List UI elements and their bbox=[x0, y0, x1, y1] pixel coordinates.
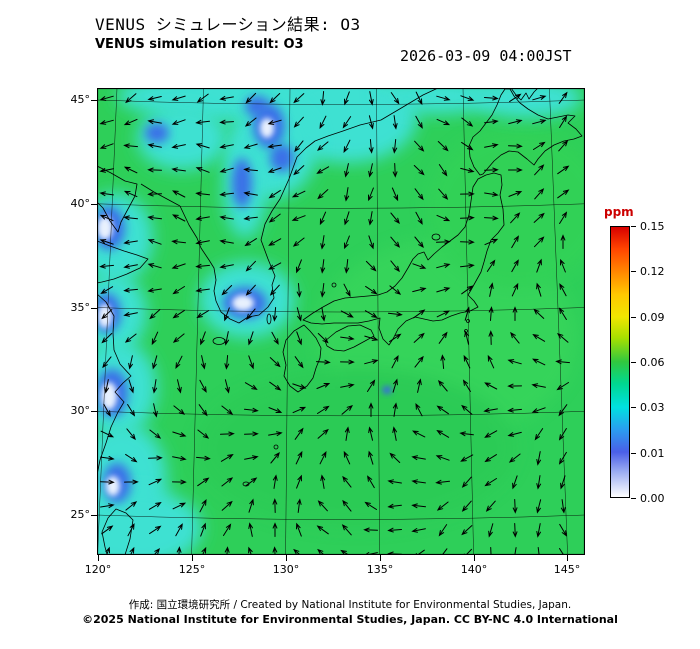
footer-credit-line1: 作成: 国立環境研究所 / Created by National Instit… bbox=[128, 599, 572, 611]
lat-tick-label: 25° bbox=[70, 508, 91, 521]
colorbar-tick-label: 0.15 bbox=[640, 220, 665, 233]
lon-tick-mark bbox=[474, 555, 475, 561]
lon-tick-label: 145° bbox=[553, 563, 581, 576]
map-frame bbox=[62, 70, 607, 578]
colorbar-tick-mark bbox=[631, 453, 636, 454]
lat-tick-label: 45° bbox=[70, 93, 91, 106]
lon-tick-label: 125° bbox=[178, 563, 206, 576]
colorbar-unit-label: ppm bbox=[604, 205, 634, 219]
colorbar-tick-label: 0.06 bbox=[640, 356, 665, 369]
lon-tick-mark bbox=[567, 555, 568, 561]
colorbar-tick-mark bbox=[631, 226, 636, 227]
map-canvas bbox=[62, 70, 607, 578]
lat-tick-mark bbox=[91, 411, 97, 412]
colorbar-tick-mark bbox=[631, 362, 636, 363]
footer-credit-line2: ©2025 National Institute for Environment… bbox=[82, 613, 618, 626]
lon-tick-mark bbox=[192, 555, 193, 561]
lat-tick-mark bbox=[91, 204, 97, 205]
lon-tick-mark bbox=[98, 555, 99, 561]
lat-tick-mark bbox=[91, 515, 97, 516]
colorbar-tick-label: 0.01 bbox=[640, 447, 665, 460]
lat-tick-label: 35° bbox=[70, 301, 91, 314]
colorbar-tick-mark bbox=[631, 317, 636, 318]
lat-tick-mark bbox=[91, 100, 97, 101]
lon-tick-mark bbox=[286, 555, 287, 561]
lon-tick-mark bbox=[380, 555, 381, 561]
lon-tick-label: 140° bbox=[460, 563, 488, 576]
lon-tick-label: 130° bbox=[272, 563, 300, 576]
map-border bbox=[96, 87, 586, 556]
colorbar-tick-label: 0.00 bbox=[640, 492, 665, 505]
colorbar-tick-label: 0.03 bbox=[640, 401, 665, 414]
colorbar-tick-label: 0.09 bbox=[640, 311, 665, 324]
lon-tick-label: 135° bbox=[366, 563, 394, 576]
colorbar-tick-mark bbox=[631, 498, 636, 499]
lat-tick-label: 40° bbox=[70, 197, 91, 210]
wind-arrows-layer bbox=[99, 91, 570, 562]
graticule-lines bbox=[96, 87, 586, 556]
colorbar-tick-mark bbox=[631, 271, 636, 272]
colorbar-tick-mark bbox=[631, 407, 636, 408]
lon-tick-label: 120° bbox=[84, 563, 112, 576]
lat-tick-mark bbox=[91, 308, 97, 309]
colorbar-gradient bbox=[610, 226, 630, 498]
page-title-english: VENUS simulation result: O3 bbox=[95, 37, 304, 52]
colorbar-tick-label: 0.12 bbox=[640, 265, 665, 278]
timestamp: 2026-03-09 04:00JST bbox=[400, 47, 572, 65]
page-title-japanese: VENUS シミュレーション結果: O3 bbox=[95, 15, 361, 34]
lat-tick-label: 30° bbox=[70, 404, 91, 417]
